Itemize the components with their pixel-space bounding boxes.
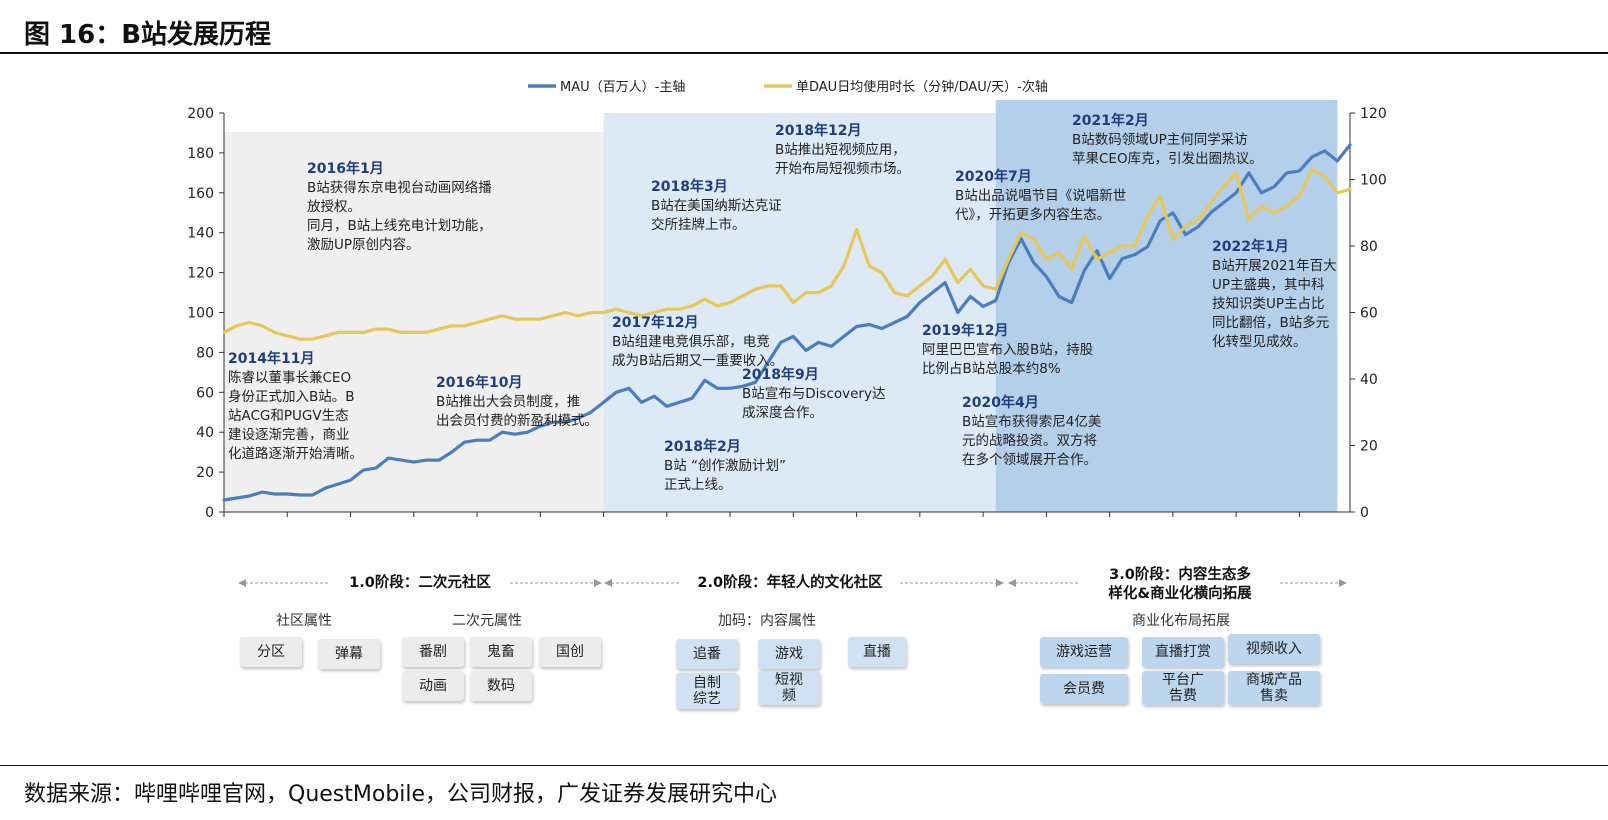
y-left-tick-label: 160 [187, 186, 214, 202]
y-right-tick-label: 0 [1360, 505, 1369, 520]
y-left-tick-label: 200 [187, 106, 214, 122]
annotation-2022-01: 2022年1月 B站开展2021年百大 UP主盛典，其中科 技知识类UP主占比 同… [1212, 239, 1337, 350]
y-right-tick-label: 100 [1360, 173, 1387, 189]
annotation-2014-11: 2014年11月 陈睿以董事长兼CEO 身份正式加入B站。B 站ACG和PUGV生… [228, 351, 363, 462]
stage-2-label: 2.0阶段：年轻人的文化社区 [697, 575, 883, 591]
category-acg: 二次元属性 [452, 613, 522, 629]
annotation-2018-09: 2018年9月 B站宣布与Discovery达 成深度合作。 [742, 367, 886, 421]
axes: 0 20 40 60 80 100 120 140 160 180 200 0 20 40 60 80 100 1… [187, 106, 1386, 520]
tag-fanju: 番剧 [402, 637, 464, 667]
chart-svg: 0 20 40 60 80 100 120 140 160 180 200 0 20 40 60 80 100 1… [187, 79, 1386, 520]
tag-shipinshouru: 视频收入 [1228, 634, 1320, 664]
y-right-tick-label: 80 [1360, 239, 1378, 255]
y-left-tick-label: 60 [196, 385, 214, 401]
tag-guichu: 鬼畜 [470, 637, 532, 667]
tag-huiyuanfei: 会员费 [1040, 674, 1128, 704]
y-left-tick-label: 0 [205, 505, 214, 520]
category-community: 社区属性 [276, 613, 332, 629]
category-commercial: 商业化布局拓展 [1132, 613, 1230, 629]
y-left-tick-label: 40 [196, 425, 214, 441]
y-left-tick-label: 20 [196, 465, 214, 481]
y-left-tick-label: 80 [196, 345, 214, 361]
tag-guochuang: 国创 [539, 637, 601, 667]
y-right-tick-label: 60 [1360, 306, 1378, 322]
annotation-2019-12: 2019年12月 阿里巴巴宣布入股B站，持股 比例占B站总股本约8% [922, 323, 1094, 377]
phase-band-3 [995, 100, 1338, 512]
y-right-tick-label: 40 [1360, 372, 1378, 388]
stage-3-label: 3.0阶段：内容生态多 样化&商业化横向拓展 [1108, 567, 1252, 602]
tag-duanshipin: 短视 频 [758, 671, 820, 705]
tag-shuma: 数码 [470, 671, 532, 701]
y-left-tick-label: 180 [187, 146, 214, 162]
legend: MAU（百万人）-主轴 单DAU日均使用时长（分钟/DAU/天）-次轴 [528, 79, 1048, 95]
top-rule [0, 52, 1608, 54]
series-line-dau-time [222, 167, 1352, 341]
tag-youxiyunying: 游戏运营 [1040, 637, 1128, 667]
tag-zizhi: 自制 综艺 [676, 673, 738, 709]
annotation-2020-07: 2020年7月 B站出品说唱节目《说唱新世 代》，开拓更多内容生态。 [955, 169, 1127, 223]
tag-shangcheng: 商城产品 售卖 [1228, 671, 1320, 705]
tag-donghua: 动画 [402, 671, 464, 701]
y-left-tick-label: 100 [187, 306, 214, 322]
figure-title: 图 16：B站发展历程 [24, 20, 272, 50]
annotation-2021-02: 2021年2月 B站数码领域UP主何同学采访 苹果CEO库克，引发出圈热议。 [1072, 113, 1263, 167]
category-content: 加码：内容属性 [718, 613, 816, 629]
tag-pingtai: 平台广 告费 [1142, 671, 1224, 705]
phase-band-2 [603, 113, 996, 512]
legend-label-2: 单DAU日均使用时长（分钟/DAU/天）-次轴 [796, 79, 1048, 95]
tag-fenqu: 分区 [240, 637, 302, 667]
phase-backgrounds [224, 100, 1338, 512]
bottom-rule [0, 765, 1608, 766]
source-note: 数据来源：哔哩哔哩官网，QuestMobile，公司财报，广发证券发展研究中心 [24, 782, 778, 807]
tag-zhibodashang: 直播打赏 [1142, 637, 1224, 667]
tag-danmu: 弹幕 [318, 639, 380, 669]
y-left-tick-label: 120 [187, 266, 214, 282]
series-line-mau [222, 143, 1352, 502]
annotation-2018-12: 2018年12月 B站推出短视频应用， 开始布局短视频市场。 [775, 123, 910, 177]
annotation-2018-02: 2018年2月 B站 “创作激励计划” 正式上线。 [664, 439, 787, 493]
annotation-2017-12: 2017年12月 B站组建电竞俱乐部，电竞 成为B站后期又一重要收入。 [612, 315, 784, 369]
annotation-2016-10: 2016年10月 B站推出大会员制度，推 出会员付费的新盈利模式。 [436, 375, 598, 429]
tag-youxi: 游戏 [758, 639, 820, 669]
annotation-2020-04: 2020年4月 B站宣布获得索尼4亿美 元的战略投资。双方将 在多个领域展开合作。 [962, 395, 1102, 468]
y-left-tick-label: 140 [187, 226, 214, 242]
annotation-2016-01: 2016年1月 B站获得东京电视台动画网络播 放授权。 同月，B站上线充电计划功能… [307, 161, 492, 253]
annotation-2018-03: 2018年3月 B站在美国纳斯达克证 交所挂牌上市。 [651, 179, 782, 233]
y-right-tick-label: 120 [1360, 106, 1387, 122]
y-right-tick-label: 20 [1360, 439, 1378, 455]
stage-1-label: 1.0阶段：二次元社区 [349, 575, 491, 591]
tag-zhuifan: 追番 [676, 639, 738, 669]
tag-zhibo: 直播 [848, 637, 906, 667]
series-lines [222, 143, 1352, 502]
legend-label-1: MAU（百万人）-主轴 [560, 80, 685, 95]
phase-band-1 [224, 132, 604, 512]
